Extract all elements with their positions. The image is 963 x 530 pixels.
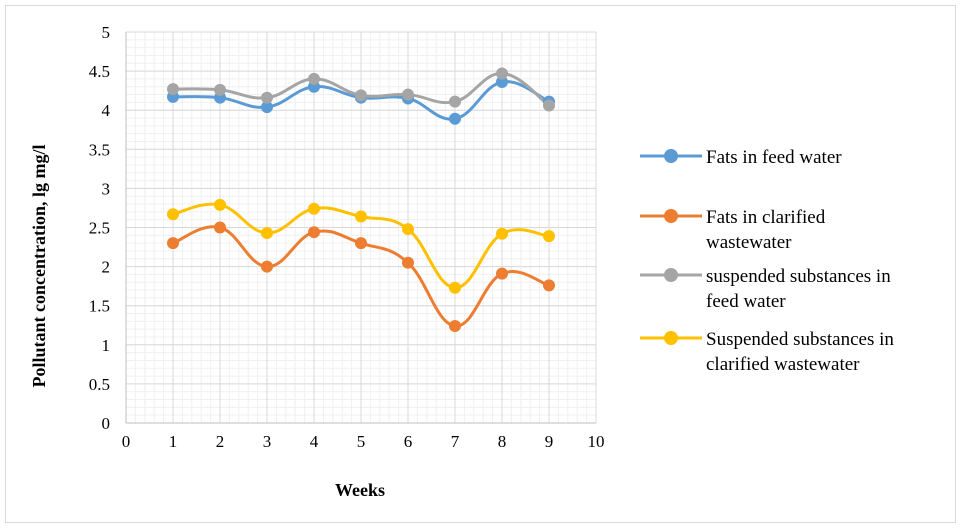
data-point-series-3 [402, 88, 414, 101]
y-tick-label: 0.5 [89, 375, 110, 394]
legend-label-2: Fats in clarified [706, 207, 826, 228]
x-tick-label: 6 [404, 432, 413, 451]
legend-label-3: suspended substances in [706, 266, 891, 287]
legend-marker-3 [664, 268, 678, 282]
data-point-series-2 [496, 267, 508, 280]
data-point-series-3 [543, 99, 555, 112]
data-point-series-1 [496, 76, 508, 89]
y-axis-title: Pollutant concentration, lg mg/l [29, 145, 49, 388]
data-point-series-3 [308, 72, 320, 85]
legend-label-4: Suspended substances in [706, 329, 894, 350]
data-point-series-4 [402, 223, 414, 236]
x-tick-labels: 0 1 2 3 4 5 6 7 8 9 10 [122, 432, 605, 451]
data-point-series-2 [261, 260, 273, 273]
legend-label-2: wastewater [706, 232, 792, 253]
data-point-series-3 [449, 95, 461, 108]
y-tick-label: 0 [102, 414, 111, 433]
y-tick-label: 1 [102, 336, 111, 355]
y-tick-label: 2 [102, 258, 111, 277]
x-tick-label: 5 [357, 432, 366, 451]
x-tick-label: 2 [216, 432, 225, 451]
x-tick-label: 1 [169, 432, 178, 451]
x-tick-label: 4 [310, 432, 319, 451]
x-tick-label: 3 [263, 432, 272, 451]
legend-marker-2 [664, 209, 678, 223]
y-tick-labels: 0 0.5 1 1.5 2 2.5 3 3.5 4 4.5 5 [89, 23, 111, 433]
series-line-4 [172, 202, 550, 290]
data-point-series-4 [214, 198, 226, 211]
y-tick-label: 4.5 [89, 62, 110, 81]
data-point-series-2 [449, 320, 461, 333]
data-point-series-1 [449, 112, 461, 125]
x-axis-title: Weeks [335, 480, 385, 500]
data-point-series-4 [496, 227, 508, 240]
data-point-series-3 [214, 83, 226, 96]
legend-marker-1 [664, 149, 678, 163]
axes [125, 32, 596, 424]
data-point-series-3 [261, 91, 273, 104]
x-tick-label: 10 [588, 432, 605, 451]
y-tick-label: 3.5 [89, 140, 110, 159]
data-point-series-4 [543, 230, 555, 243]
data-point-series-2 [543, 279, 555, 292]
data-point-series-3 [496, 67, 508, 80]
legend-marker-4 [664, 331, 678, 345]
data-point-series-2 [308, 226, 320, 239]
data-point-series-3 [355, 89, 367, 102]
data-point-series-4 [449, 281, 461, 294]
y-tick-label: 4 [102, 101, 111, 120]
legend-label-3: feed water [706, 291, 786, 312]
y-tick-label: 3 [102, 179, 111, 198]
data-point-series-4 [308, 202, 320, 215]
legend: Fats in feed water Fats in clarified waste… [640, 147, 894, 375]
y-tick-label: 5 [102, 23, 111, 42]
data-point-series-3 [167, 83, 179, 96]
data-point-series-2 [214, 221, 226, 234]
data-point-series-4 [261, 226, 273, 239]
legend-label-1: Fats in feed water [706, 147, 842, 168]
legend-label-4: clarified wastewater [706, 354, 860, 375]
data-point-series-4 [167, 208, 179, 221]
y-tick-label: 2.5 [89, 219, 110, 238]
y-tick-label: 1.5 [89, 297, 110, 316]
x-tick-label: 8 [498, 432, 507, 451]
data-point-series-2 [402, 256, 414, 269]
data-point-series-4 [355, 210, 367, 223]
x-tick-label: 7 [451, 432, 460, 451]
data-point-series-2 [167, 237, 179, 250]
data-point-series-2 [355, 237, 367, 250]
x-tick-label: 9 [545, 432, 554, 451]
x-tick-label: 0 [122, 432, 131, 451]
data-point-series-1 [261, 101, 273, 114]
series-points [167, 67, 555, 333]
